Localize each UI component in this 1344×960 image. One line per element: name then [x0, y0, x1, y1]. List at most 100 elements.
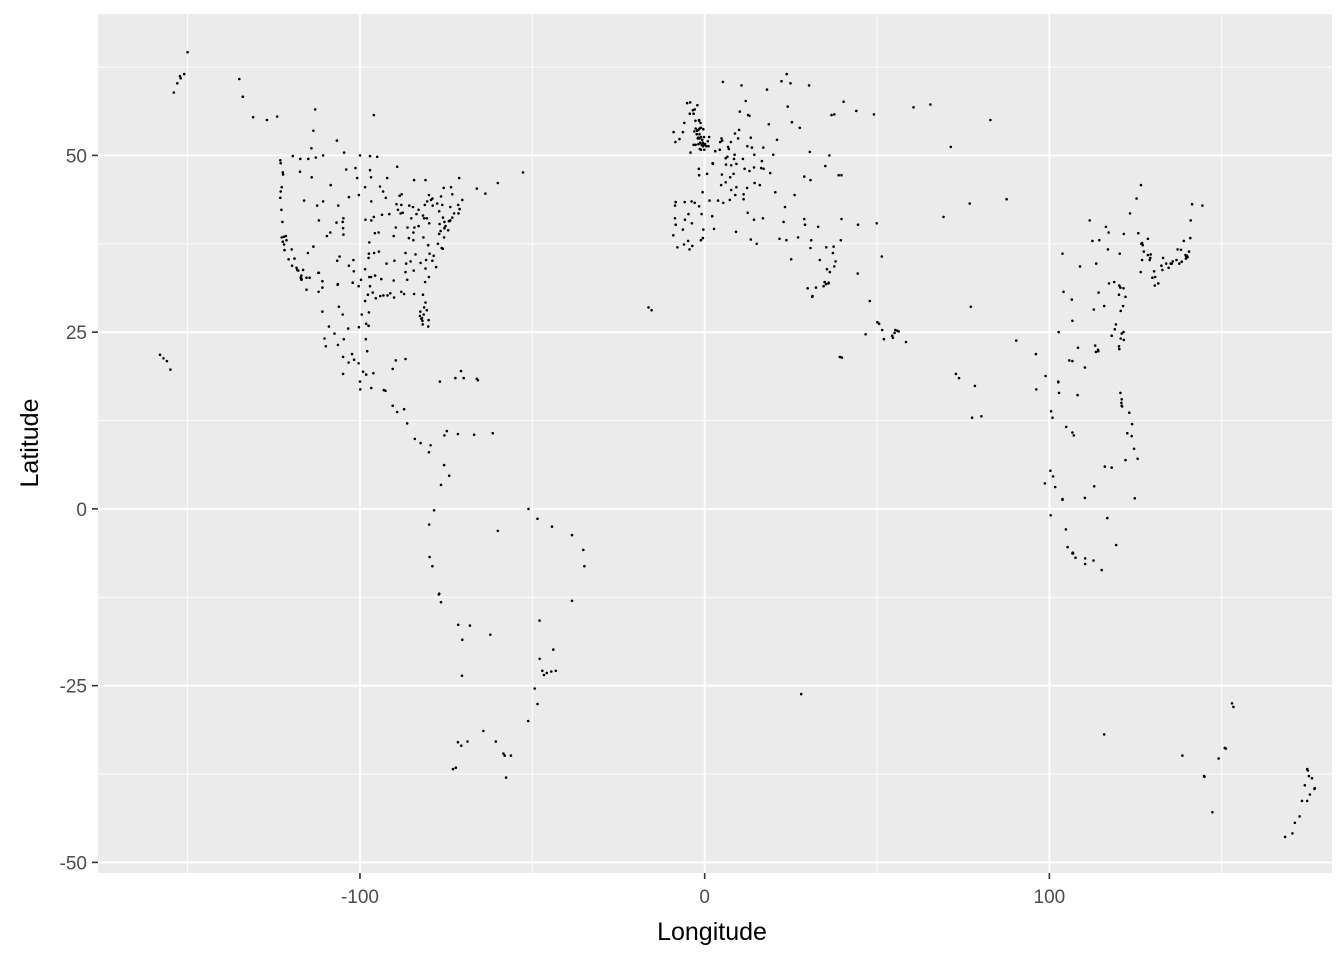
data-point	[367, 324, 370, 328]
data-point	[494, 740, 498, 743]
data-point	[1061, 498, 1064, 502]
data-point	[1146, 253, 1150, 257]
data-point	[1071, 359, 1074, 363]
data-point	[1171, 260, 1175, 263]
data-point	[816, 225, 820, 229]
data-point	[310, 176, 314, 179]
data-point	[1068, 359, 1071, 362]
data-point	[839, 238, 843, 242]
data-point	[415, 212, 418, 216]
data-point	[969, 305, 973, 309]
data-point	[414, 253, 417, 256]
data-point	[694, 119, 697, 123]
data-point	[441, 203, 444, 207]
data-point	[392, 296, 396, 299]
data-point	[372, 215, 376, 219]
data-point	[341, 220, 345, 224]
data-point	[807, 84, 811, 87]
data-point	[335, 139, 339, 142]
data-point	[1122, 232, 1126, 236]
data-point	[785, 238, 788, 242]
data-point	[405, 278, 409, 282]
data-point	[297, 269, 300, 272]
data-point	[778, 237, 781, 241]
data-point	[375, 155, 379, 159]
data-point	[456, 740, 460, 744]
data-point	[699, 121, 702, 125]
data-point	[412, 238, 415, 242]
data-point	[357, 284, 360, 288]
data-point	[1119, 286, 1122, 289]
data-point	[454, 376, 457, 380]
data-point	[305, 288, 308, 292]
data-point	[363, 267, 367, 271]
data-point	[545, 671, 549, 675]
data-point	[391, 404, 395, 408]
data-point	[880, 255, 884, 258]
data-point	[1057, 330, 1060, 334]
data-point	[457, 176, 461, 180]
data-point	[466, 740, 469, 743]
data-point	[724, 163, 728, 166]
data-point	[735, 185, 738, 189]
data-point	[1121, 304, 1125, 308]
data-point	[400, 203, 403, 207]
data-point	[825, 246, 828, 249]
data-point	[533, 687, 536, 690]
data-point	[1122, 338, 1126, 342]
data-point	[583, 564, 586, 568]
data-point	[855, 109, 858, 113]
data-point	[748, 169, 751, 173]
data-point	[1094, 262, 1098, 265]
data-point	[431, 259, 434, 263]
data-point	[458, 207, 461, 211]
data-point	[438, 222, 441, 226]
data-point	[1132, 447, 1136, 451]
data-point	[404, 262, 408, 265]
data-point	[435, 202, 439, 205]
x-tick-label: -100	[341, 887, 379, 908]
data-point	[746, 144, 749, 148]
data-point	[790, 120, 794, 124]
data-point	[393, 259, 396, 263]
data-point	[321, 200, 325, 203]
data-point	[702, 135, 706, 139]
data-point	[1118, 347, 1121, 351]
data-point	[864, 333, 867, 336]
data-point	[695, 132, 698, 136]
data-point	[691, 244, 694, 248]
data-point	[400, 193, 404, 196]
data-point	[281, 173, 285, 176]
data-point	[335, 221, 338, 224]
data-point	[335, 259, 339, 263]
data-point	[395, 202, 398, 206]
data-point	[980, 415, 983, 418]
data-point	[431, 564, 434, 568]
data-point	[1307, 774, 1311, 778]
data-point	[828, 154, 831, 157]
data-point	[894, 328, 897, 332]
data-point	[1076, 346, 1080, 350]
data-point	[1049, 410, 1053, 413]
data-point	[418, 314, 422, 318]
data-point	[752, 166, 756, 169]
data-point	[706, 140, 710, 143]
data-point	[1071, 552, 1075, 555]
data-point	[541, 669, 544, 673]
data-point	[412, 231, 415, 234]
data-point	[427, 451, 431, 454]
data-point	[442, 463, 446, 467]
data-point	[957, 376, 961, 380]
data-point	[696, 137, 700, 140]
data-point	[281, 240, 285, 243]
data-point	[1118, 284, 1121, 287]
data-point	[369, 275, 373, 279]
data-point	[1128, 411, 1131, 415]
data-point	[1142, 250, 1146, 253]
data-point	[368, 154, 372, 158]
data-point	[701, 236, 705, 240]
data-point	[733, 153, 736, 156]
data-point	[814, 286, 818, 289]
data-point	[734, 193, 737, 197]
